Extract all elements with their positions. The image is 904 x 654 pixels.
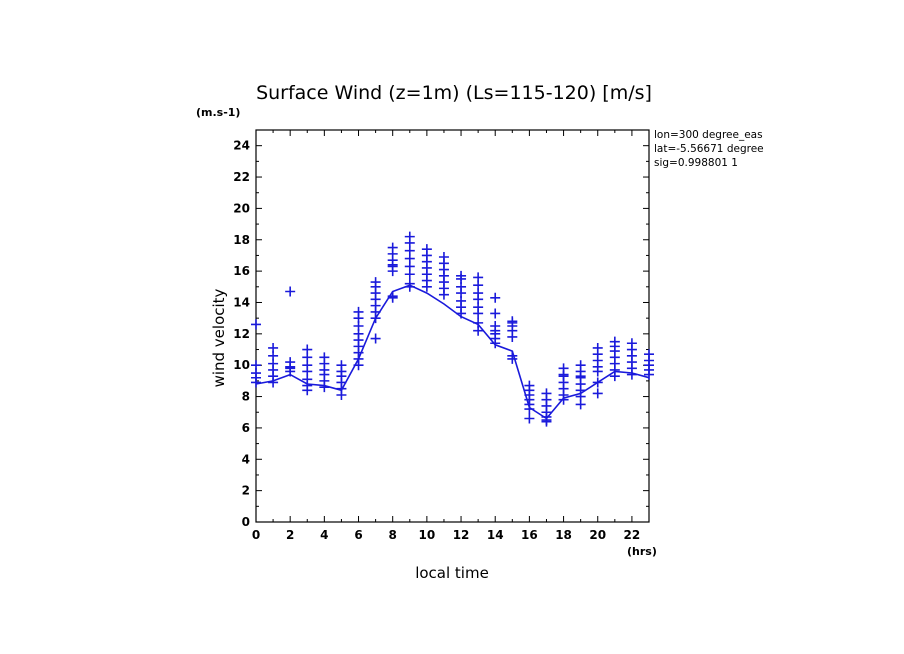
wind-sample-marker	[268, 377, 279, 388]
wind-sample-marker	[490, 338, 501, 349]
y-tick-label: 6	[242, 421, 250, 435]
x-axis-label: local time	[415, 564, 489, 582]
y-tick-label: 2	[242, 484, 250, 498]
y-unit-label: (m.s-1)	[196, 106, 240, 119]
wind-sample-marker	[490, 308, 501, 319]
wind-sample-marker	[370, 313, 381, 324]
y-tick-label: 8	[242, 390, 250, 404]
wind-sample-marker	[507, 331, 518, 342]
wind-sample-marker	[524, 413, 535, 424]
wind-sample-marker	[404, 269, 415, 280]
wind-sample-marker	[251, 377, 261, 388]
info-sig: sig=0.998801 1	[654, 157, 738, 169]
x-tick-label: 0	[252, 528, 260, 542]
wind-sample-marker	[558, 394, 569, 405]
chart-title: Surface Wind (z=1m) (Ls=115-120) [m/s]	[256, 82, 652, 104]
wind-sample-marker	[404, 281, 415, 292]
wind-sample-marker	[592, 377, 603, 388]
x-tick-label: 18	[555, 528, 572, 542]
x-tick-label: 16	[521, 528, 538, 542]
x-tick-label: 14	[487, 528, 504, 542]
x-tick-label: 2	[286, 528, 294, 542]
x-tick-label: 6	[354, 528, 362, 542]
y-tick-label: 18	[233, 233, 250, 247]
wind-sample-marker	[353, 360, 364, 371]
wind-sample-marker	[370, 333, 381, 344]
wind-sample-marker	[473, 325, 484, 336]
y-tick-label: 0	[242, 515, 250, 529]
y-tick-label: 14	[233, 295, 250, 309]
wind-sample-marker	[609, 371, 620, 382]
wind-sample-marker	[473, 308, 484, 319]
y-tick-label: 4	[242, 452, 250, 466]
x-unit-label: (hrs)	[627, 545, 657, 558]
plot-frame	[255, 129, 650, 523]
info-lon: lon=300 degree_eas	[654, 129, 763, 141]
wind-sample-marker	[507, 353, 518, 364]
y-tick-label: 20	[233, 201, 250, 215]
data-layer	[251, 231, 654, 427]
wind-sample-marker	[285, 286, 296, 297]
y-tick-label: 10	[233, 358, 250, 372]
x-tick-label: 8	[389, 528, 397, 542]
wind-sample-marker	[438, 289, 449, 300]
wind-sample-marker	[592, 366, 603, 377]
x-tick-label: 10	[419, 528, 436, 542]
wind-sample-marker	[575, 399, 586, 410]
wind-sample-marker	[490, 292, 501, 303]
x-tick-label: 20	[589, 528, 606, 542]
mean-wind-line	[255, 284, 650, 420]
info-mask	[780, 125, 904, 175]
wind-sample-marker	[541, 416, 552, 427]
y-tick-label: 22	[233, 170, 250, 184]
x-tick-label: 12	[453, 528, 470, 542]
wind-sample-marker	[336, 389, 347, 400]
wind-sample-marker	[592, 388, 603, 399]
info-lat: lat=-5.56671 degree	[654, 143, 764, 155]
wind-sample-marker	[626, 369, 637, 380]
wind-sample-marker	[387, 292, 398, 303]
y-tick-label: 24	[233, 139, 250, 153]
wind-sample-marker	[387, 266, 398, 277]
x-tick-label: 4	[320, 528, 328, 542]
y-tick-label: 16	[233, 264, 250, 278]
wind-sample-marker	[524, 404, 535, 415]
wind-sample-marker	[251, 319, 261, 330]
wind-sample-marker	[421, 281, 432, 292]
wind-sample-marker	[644, 369, 654, 380]
y-tick-label: 12	[233, 327, 250, 341]
wind-sample-marker	[302, 385, 313, 396]
wind-sample-marker	[456, 308, 467, 319]
wind-sample-marker	[319, 382, 330, 393]
wind-sample-marker	[285, 366, 296, 377]
x-tick-label: 22	[624, 528, 641, 542]
y-axis-label: wind velocity	[210, 288, 228, 387]
